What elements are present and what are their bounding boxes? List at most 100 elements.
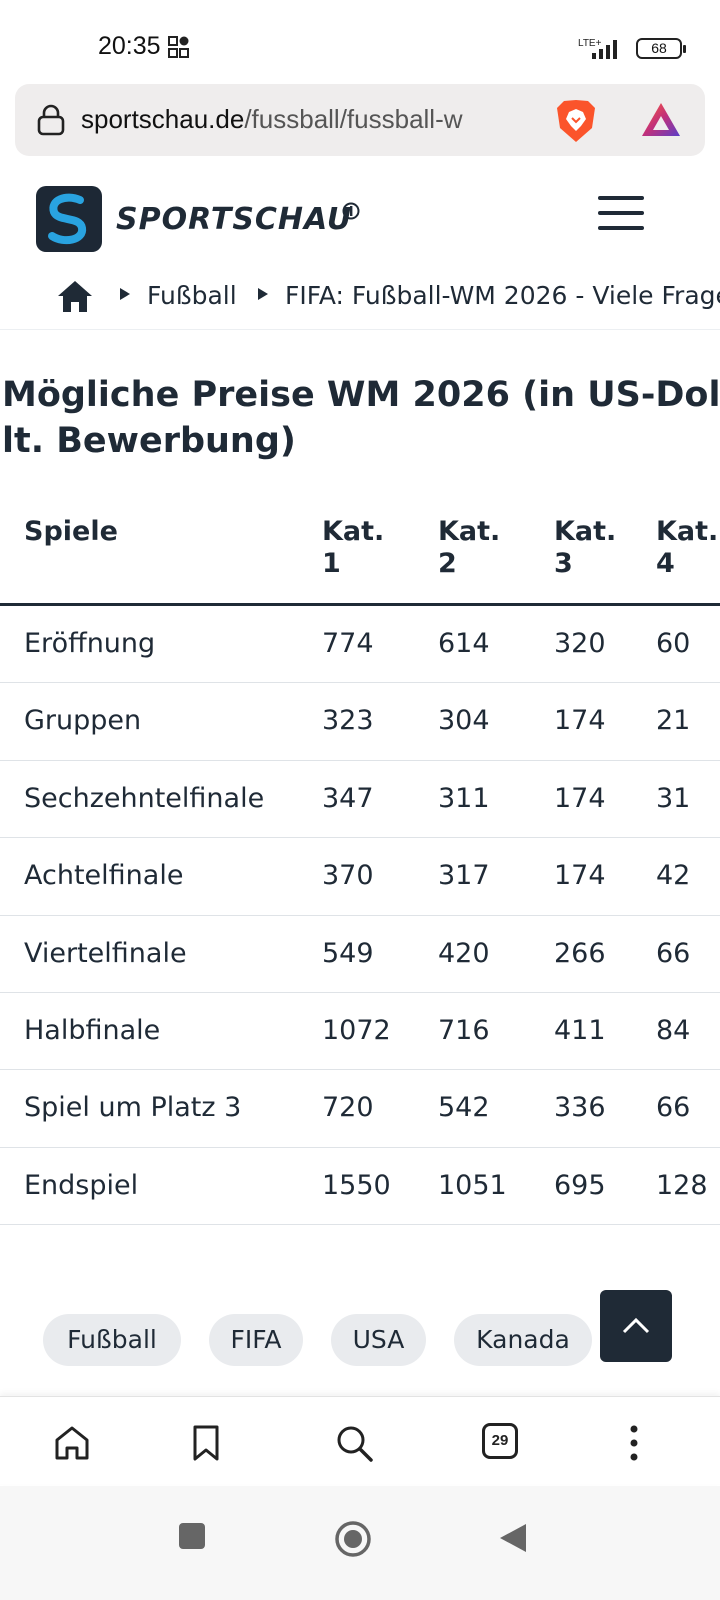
cell-price-cat-3: 320	[554, 628, 606, 659]
menu-icon	[598, 196, 644, 200]
table-row: Halbfinale 1072 716 411 84	[0, 993, 720, 1071]
table-row: Spiel um Platz 3 720 542 336 66	[0, 1070, 720, 1148]
battery-icon: 68	[636, 38, 686, 59]
system-nav-bar	[0, 1486, 720, 1600]
cell-price-cat-4: 60	[656, 628, 691, 659]
ard-one-icon	[342, 202, 360, 220]
network-type: LTE+	[578, 38, 602, 49]
cell-price-cat-1: 323	[322, 705, 374, 737]
table-title-line2: lt. Bewerbung)	[2, 421, 296, 461]
battery-level: 68	[651, 40, 667, 56]
cell-price-cat-2: 311	[438, 782, 490, 814]
cell-price-cat-4: 84	[656, 1014, 691, 1046]
back-icon[interactable]	[498, 1522, 528, 1554]
chevron-up-icon	[622, 1317, 650, 1334]
tabs-button[interactable]: 29	[482, 1423, 518, 1459]
cell-price-cat-4: 42	[656, 860, 691, 892]
browser-toolbar: 29	[0, 1396, 720, 1484]
cell-price-cat-3: 411	[554, 1014, 606, 1046]
cell-price-cat-3: 174	[554, 705, 606, 737]
breadcrumb: Fußball FIFA: Fußball-WM 2026 - Viele Fr…	[0, 274, 720, 330]
cell-game: Eröffnung	[24, 628, 156, 659]
cell-game: Achtelfinale	[24, 860, 184, 892]
table-row: Gruppen 323 304 174 21	[0, 683, 720, 761]
sportschau-logo-icon[interactable]	[36, 186, 102, 252]
table-row: Achtelfinale 370 317 174 42	[0, 838, 720, 916]
chevron-right-icon	[258, 288, 268, 300]
cell-price-cat-2: 1051	[438, 1169, 507, 1201]
cell-price-cat-4: 31	[656, 782, 691, 814]
tag-list: Fußball FIFA USA Kanada	[0, 1314, 720, 1368]
cell-price-cat-3: 174	[554, 860, 606, 892]
cell-price-cat-1: 1550	[322, 1169, 391, 1201]
status-time: 20:35	[98, 32, 161, 60]
cell-price-cat-4: 66	[656, 1092, 691, 1124]
header-cat-1: Kat. 1	[322, 516, 385, 579]
cell-price-cat-3: 266	[554, 937, 606, 969]
cell-price-cat-2: 317	[438, 860, 490, 892]
home-nav-icon[interactable]	[334, 1520, 372, 1558]
cell-game: Gruppen	[24, 705, 142, 737]
table-body: Eröffnung 774 614 320 60 Gruppen 323 304 174 21 Se…	[0, 606, 720, 1226]
header-cat-2: Kat. 2	[438, 516, 501, 579]
scroll-to-top-button[interactable]	[600, 1290, 672, 1362]
brave-shields-icon[interactable]	[555, 98, 597, 144]
url-bar[interactable]: sportschau.de/fussball/fussball-w	[15, 84, 705, 156]
url-path: /fussball/fussball-w	[244, 104, 463, 134]
cell-game: Sechzehntelfinale	[24, 782, 265, 814]
cell-price-cat-2: 614	[438, 628, 490, 659]
cell-price-cat-1: 774	[322, 628, 374, 659]
cell-price-cat-4: 21	[656, 705, 691, 737]
cell-price-cat-3: 174	[554, 782, 606, 814]
chevron-right-icon	[120, 288, 130, 300]
cell-game: Halbfinale	[24, 1014, 161, 1046]
home-icon[interactable]	[56, 278, 94, 314]
url-text[interactable]: sportschau.de/fussball/fussball-w	[81, 104, 545, 135]
status-bar: 20:35 LTE+ 68	[0, 0, 720, 80]
tag-usa[interactable]: USA	[331, 1314, 426, 1366]
header-games: Spiele	[24, 516, 118, 547]
cell-price-cat-1: 347	[322, 782, 374, 814]
cell-price-cat-2: 420	[438, 937, 490, 969]
breadcrumb-item-fussball[interactable]: Fußball	[147, 281, 237, 310]
brave-rewards-icon[interactable]	[639, 100, 683, 140]
cell-price-cat-2: 716	[438, 1014, 490, 1046]
table-title-line1: Mögliche Preise WM 2026 (in US-Dollar,	[2, 375, 720, 415]
header-cat-3: Kat. 3	[554, 516, 617, 579]
table-row: Eröffnung 774 614 320 60	[0, 606, 720, 684]
cell-game: Viertelfinale	[24, 937, 187, 969]
header-cat-4: Kat. 4	[656, 516, 719, 579]
cell-price-cat-1: 720	[322, 1092, 374, 1124]
site-brand[interactable]: SPORTSCHAU	[116, 202, 353, 237]
table-row: Sechzehntelfinale 347 311 174 31	[0, 761, 720, 839]
table-row: Viertelfinale 549 420 266 66	[0, 916, 720, 993]
table-row: Endspiel 1550 1051 695 128	[0, 1148, 720, 1226]
signal-icon: LTE+	[578, 38, 617, 59]
breadcrumb-item-article[interactable]: FIFA: Fußball-WM 2026 - Viele Fragen	[285, 281, 720, 310]
cell-price-cat-2: 542	[438, 1092, 490, 1124]
lock-icon[interactable]	[37, 104, 65, 136]
cell-price-cat-3: 336	[554, 1092, 606, 1124]
more-options-icon[interactable]	[614, 1423, 654, 1463]
tag-fifa[interactable]: FIFA	[209, 1314, 303, 1366]
cell-price-cat-1: 370	[322, 860, 374, 892]
price-table: Spiele Kat. 1 Kat. 2 Kat. 3 Kat. 4 Eröffnung…	[0, 500, 720, 1226]
home-icon[interactable]	[52, 1423, 92, 1463]
cell-price-cat-3: 695	[554, 1169, 606, 1201]
cell-price-cat-4: 66	[656, 937, 691, 969]
tag-kanada[interactable]: Kanada	[454, 1314, 592, 1366]
site-header: SPORTSCHAU	[0, 170, 720, 270]
table-header: Spiele Kat. 1 Kat. 2 Kat. 3 Kat. 4	[0, 500, 720, 606]
cell-price-cat-1: 549	[322, 937, 374, 969]
cell-game: Endspiel	[24, 1169, 139, 1201]
tag-fussball[interactable]: Fußball	[43, 1314, 181, 1366]
recent-apps-icon[interactable]	[178, 1522, 206, 1550]
menu-button[interactable]	[598, 196, 646, 236]
url-host: sportschau.de	[81, 104, 245, 134]
app-grid-icon	[168, 36, 189, 58]
bookmark-icon[interactable]	[186, 1423, 226, 1463]
cell-game: Spiel um Platz 3	[24, 1092, 242, 1124]
cell-price-cat-1: 1072	[322, 1014, 391, 1046]
search-icon[interactable]	[334, 1423, 374, 1463]
cell-price-cat-2: 304	[438, 705, 490, 737]
